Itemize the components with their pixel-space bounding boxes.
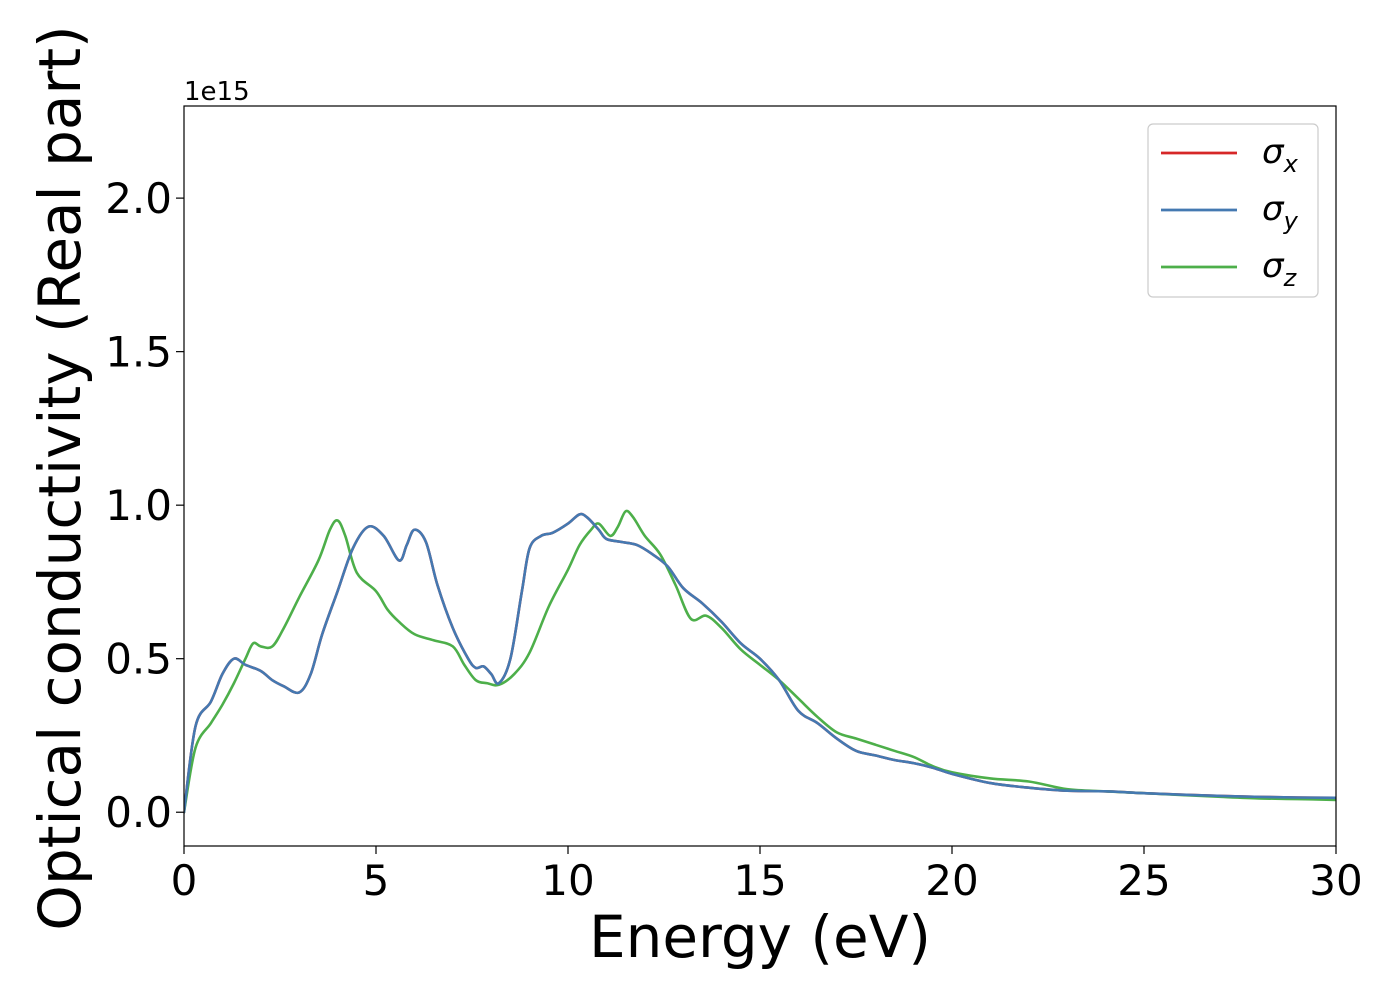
legend-label-sigma-x: σx: [1262, 132, 1299, 178]
x-tick-label: 30: [1309, 856, 1362, 905]
legend-label-symbol: σ: [1262, 246, 1285, 286]
x-tick-label: 0: [171, 856, 198, 905]
y-offset-text: 1e15: [184, 77, 250, 107]
y-tick-label: 2.0: [105, 174, 172, 223]
y-axis-label: Optical conductivity (Real part): [26, 25, 94, 930]
y-tick-label: 0.5: [105, 635, 172, 684]
y-tick-label: 0.0: [105, 788, 172, 837]
legend-label-symbol: σ: [1262, 132, 1285, 172]
series-line-sigma-z: [184, 509, 1336, 814]
x-tick-label: 5: [363, 856, 390, 905]
x-tick-label: 25: [1117, 856, 1170, 905]
x-tick-label: 10: [541, 856, 594, 905]
legend-label-subscript: z: [1283, 264, 1298, 292]
x-tick-label: 20: [925, 856, 978, 905]
legend-label-subscript: x: [1283, 150, 1299, 178]
legend-label-sigma-y: σy: [1262, 189, 1299, 235]
series-layer: [184, 509, 1336, 814]
y-tick-label: 1.0: [105, 481, 172, 530]
y-axis: 0.0 0.5 1.0 1.5 2.0: [105, 174, 184, 837]
series-line-sigma-x: [184, 512, 1336, 814]
legend-label-sigma-z: σz: [1262, 246, 1298, 292]
x-axis: 0 5 10 15 20 25 30: [171, 846, 1363, 905]
series-line-sigma-y: [184, 512, 1336, 814]
legend-label-subscript: y: [1283, 207, 1299, 235]
x-axis-label: Energy (eV): [589, 903, 931, 971]
x-tick-label: 15: [733, 856, 786, 905]
legend-label-symbol: σ: [1262, 189, 1285, 229]
y-tick-label: 1.5: [105, 328, 172, 377]
